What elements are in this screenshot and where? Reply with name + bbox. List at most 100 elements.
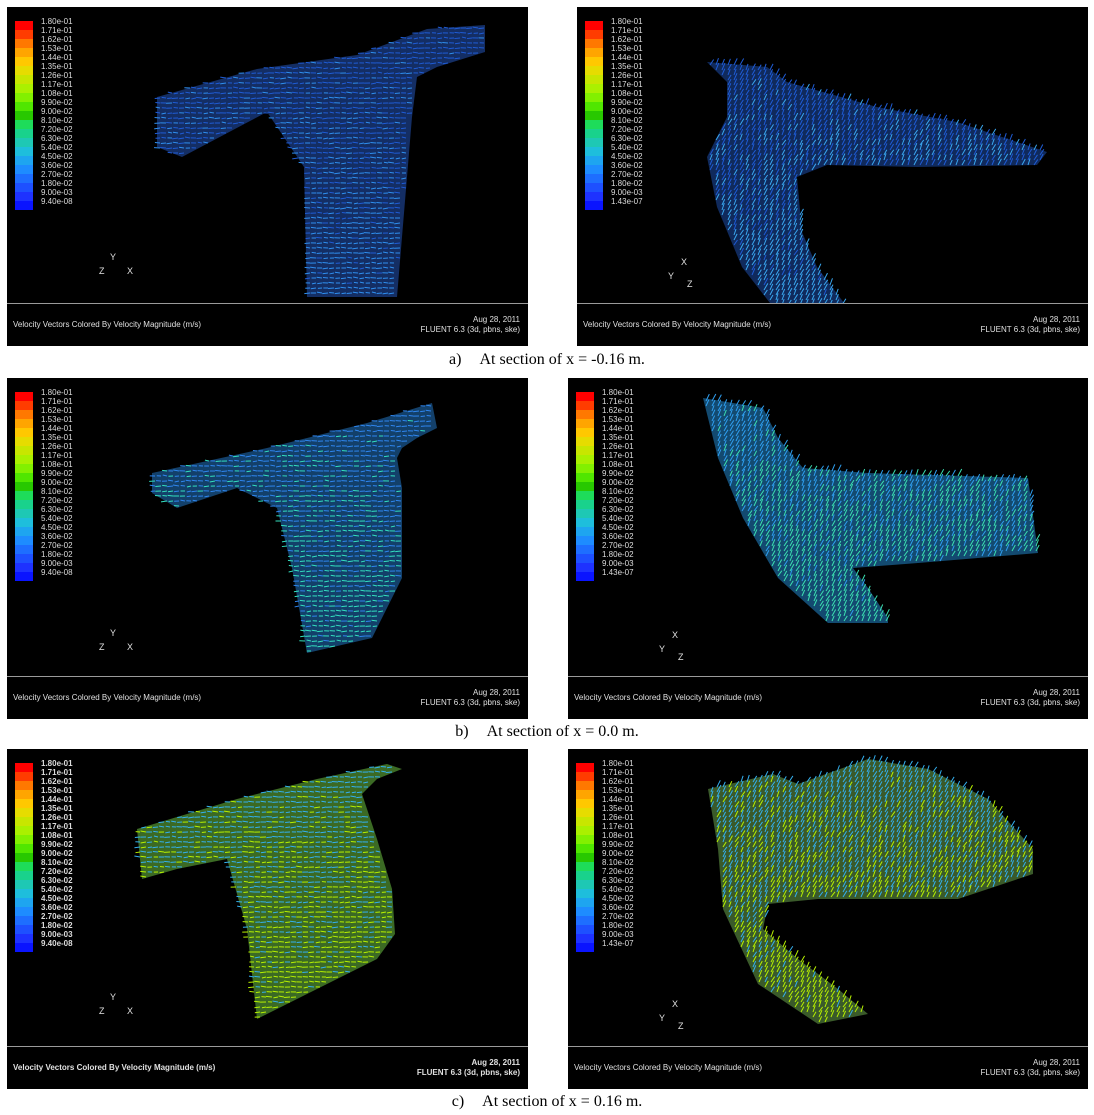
velocity-vector [885, 608, 890, 617]
velocity-vector [262, 101, 269, 104]
velocity-vector [389, 96, 395, 99]
velocity-vector [437, 32, 443, 35]
velocity-vector [371, 281, 377, 284]
legend-label: 9.00e-02 [602, 478, 634, 487]
legend-swatch [15, 491, 33, 500]
velocity-vector [141, 826, 147, 829]
legend-label: 2.70e-02 [41, 170, 73, 179]
velocity-vector [799, 234, 803, 241]
velocity-vector [161, 112, 167, 115]
velocity-vector [431, 57, 437, 60]
velocity-vector [919, 119, 924, 126]
velocity-vector [347, 157, 353, 160]
velocity-vector [341, 282, 347, 285]
velocity-vector [775, 203, 780, 211]
velocity-vector [179, 132, 185, 135]
legend-label: 1.17e-01 [41, 451, 73, 460]
velocity-vector [883, 113, 888, 121]
velocity-vector [252, 449, 258, 452]
velocity-vector [371, 121, 377, 124]
legend-label: 1.08e-01 [41, 460, 73, 469]
velocity-vector [293, 569, 300, 572]
velocity-vector [903, 524, 908, 532]
velocity-vector [961, 124, 967, 131]
velocity-vector [232, 455, 240, 458]
velocity-vector [321, 786, 327, 789]
velocity-vector [873, 469, 878, 477]
velocity-vector [763, 102, 768, 111]
velocity-vector [309, 805, 315, 808]
velocity-vector [805, 238, 810, 246]
velocity-vector [811, 258, 816, 266]
velocity-vector [208, 87, 215, 90]
velocity-vector [1011, 520, 1016, 527]
velocity-vector [873, 489, 877, 497]
velocity-vector [909, 494, 913, 502]
velocity-vector [775, 83, 780, 91]
velocity-vector [227, 102, 233, 105]
velocity-vector [1029, 545, 1034, 552]
velocity-vector [813, 574, 818, 582]
velocity-vector [829, 103, 834, 111]
velocity-vector [723, 459, 729, 467]
velocity-vector [226, 117, 233, 120]
velocity-vector [843, 479, 847, 487]
velocity-vector [721, 173, 727, 181]
velocity-vector [208, 107, 215, 110]
velocity-vector [813, 534, 817, 542]
velocity-vector [795, 479, 800, 487]
velocity-vector [1017, 494, 1023, 502]
velocity-vector [723, 399, 728, 407]
velocity-vector [382, 186, 389, 189]
velocity-vector [358, 97, 365, 100]
velocity-vector [909, 525, 913, 532]
velocity-vector [969, 518, 974, 527]
velocity-vector [825, 485, 830, 492]
velocity-vector [186, 485, 192, 488]
velocity-vector [227, 77, 233, 80]
velocity-vector [288, 464, 294, 467]
velocity-vector [338, 796, 345, 799]
velocity-vector [204, 459, 210, 462]
velocity-vector [931, 149, 935, 156]
velocity-vector [449, 52, 455, 55]
velocity-vector [1017, 499, 1023, 507]
velocity-vector [299, 474, 306, 477]
velocity-vector [775, 229, 780, 236]
velocity-vector [771, 480, 776, 487]
velocity-vector [769, 194, 775, 201]
velocity-vector [811, 102, 816, 111]
velocity-vector [741, 410, 747, 417]
velocity-vector [813, 589, 817, 597]
velocity-vector [841, 153, 846, 161]
velocity-vector [913, 133, 918, 141]
velocity-vector [829, 128, 833, 136]
velocity-vector [304, 212, 311, 215]
velocity-vector [220, 92, 227, 95]
velocity-vector [969, 498, 973, 507]
velocity-vector [939, 480, 945, 487]
velocity-vector [239, 489, 246, 492]
velocity-vector [264, 450, 270, 453]
velocity-vector [771, 444, 776, 452]
velocity-vector [154, 141, 161, 144]
velocity-vector [879, 535, 884, 542]
velocity-vector [763, 234, 769, 241]
velocity-vector [865, 128, 870, 136]
velocity-vector [304, 186, 311, 189]
velocity-vector [739, 78, 744, 86]
velocity-vector [727, 189, 732, 196]
velocity-vector [943, 117, 948, 126]
velocity-vector [817, 138, 822, 146]
velocity-vector [795, 500, 800, 507]
velocity-vector [162, 490, 168, 493]
legend-swatch [15, 57, 33, 66]
legend-label: 1.35e-01 [41, 62, 73, 71]
velocity-vector [310, 146, 317, 149]
velocity-vector [787, 252, 791, 261]
velocity-vector [871, 134, 876, 141]
velocity-vector [383, 211, 389, 214]
velocity-vector [997, 143, 1003, 151]
velocity-vector [891, 508, 895, 517]
velocity-vector [763, 263, 767, 271]
